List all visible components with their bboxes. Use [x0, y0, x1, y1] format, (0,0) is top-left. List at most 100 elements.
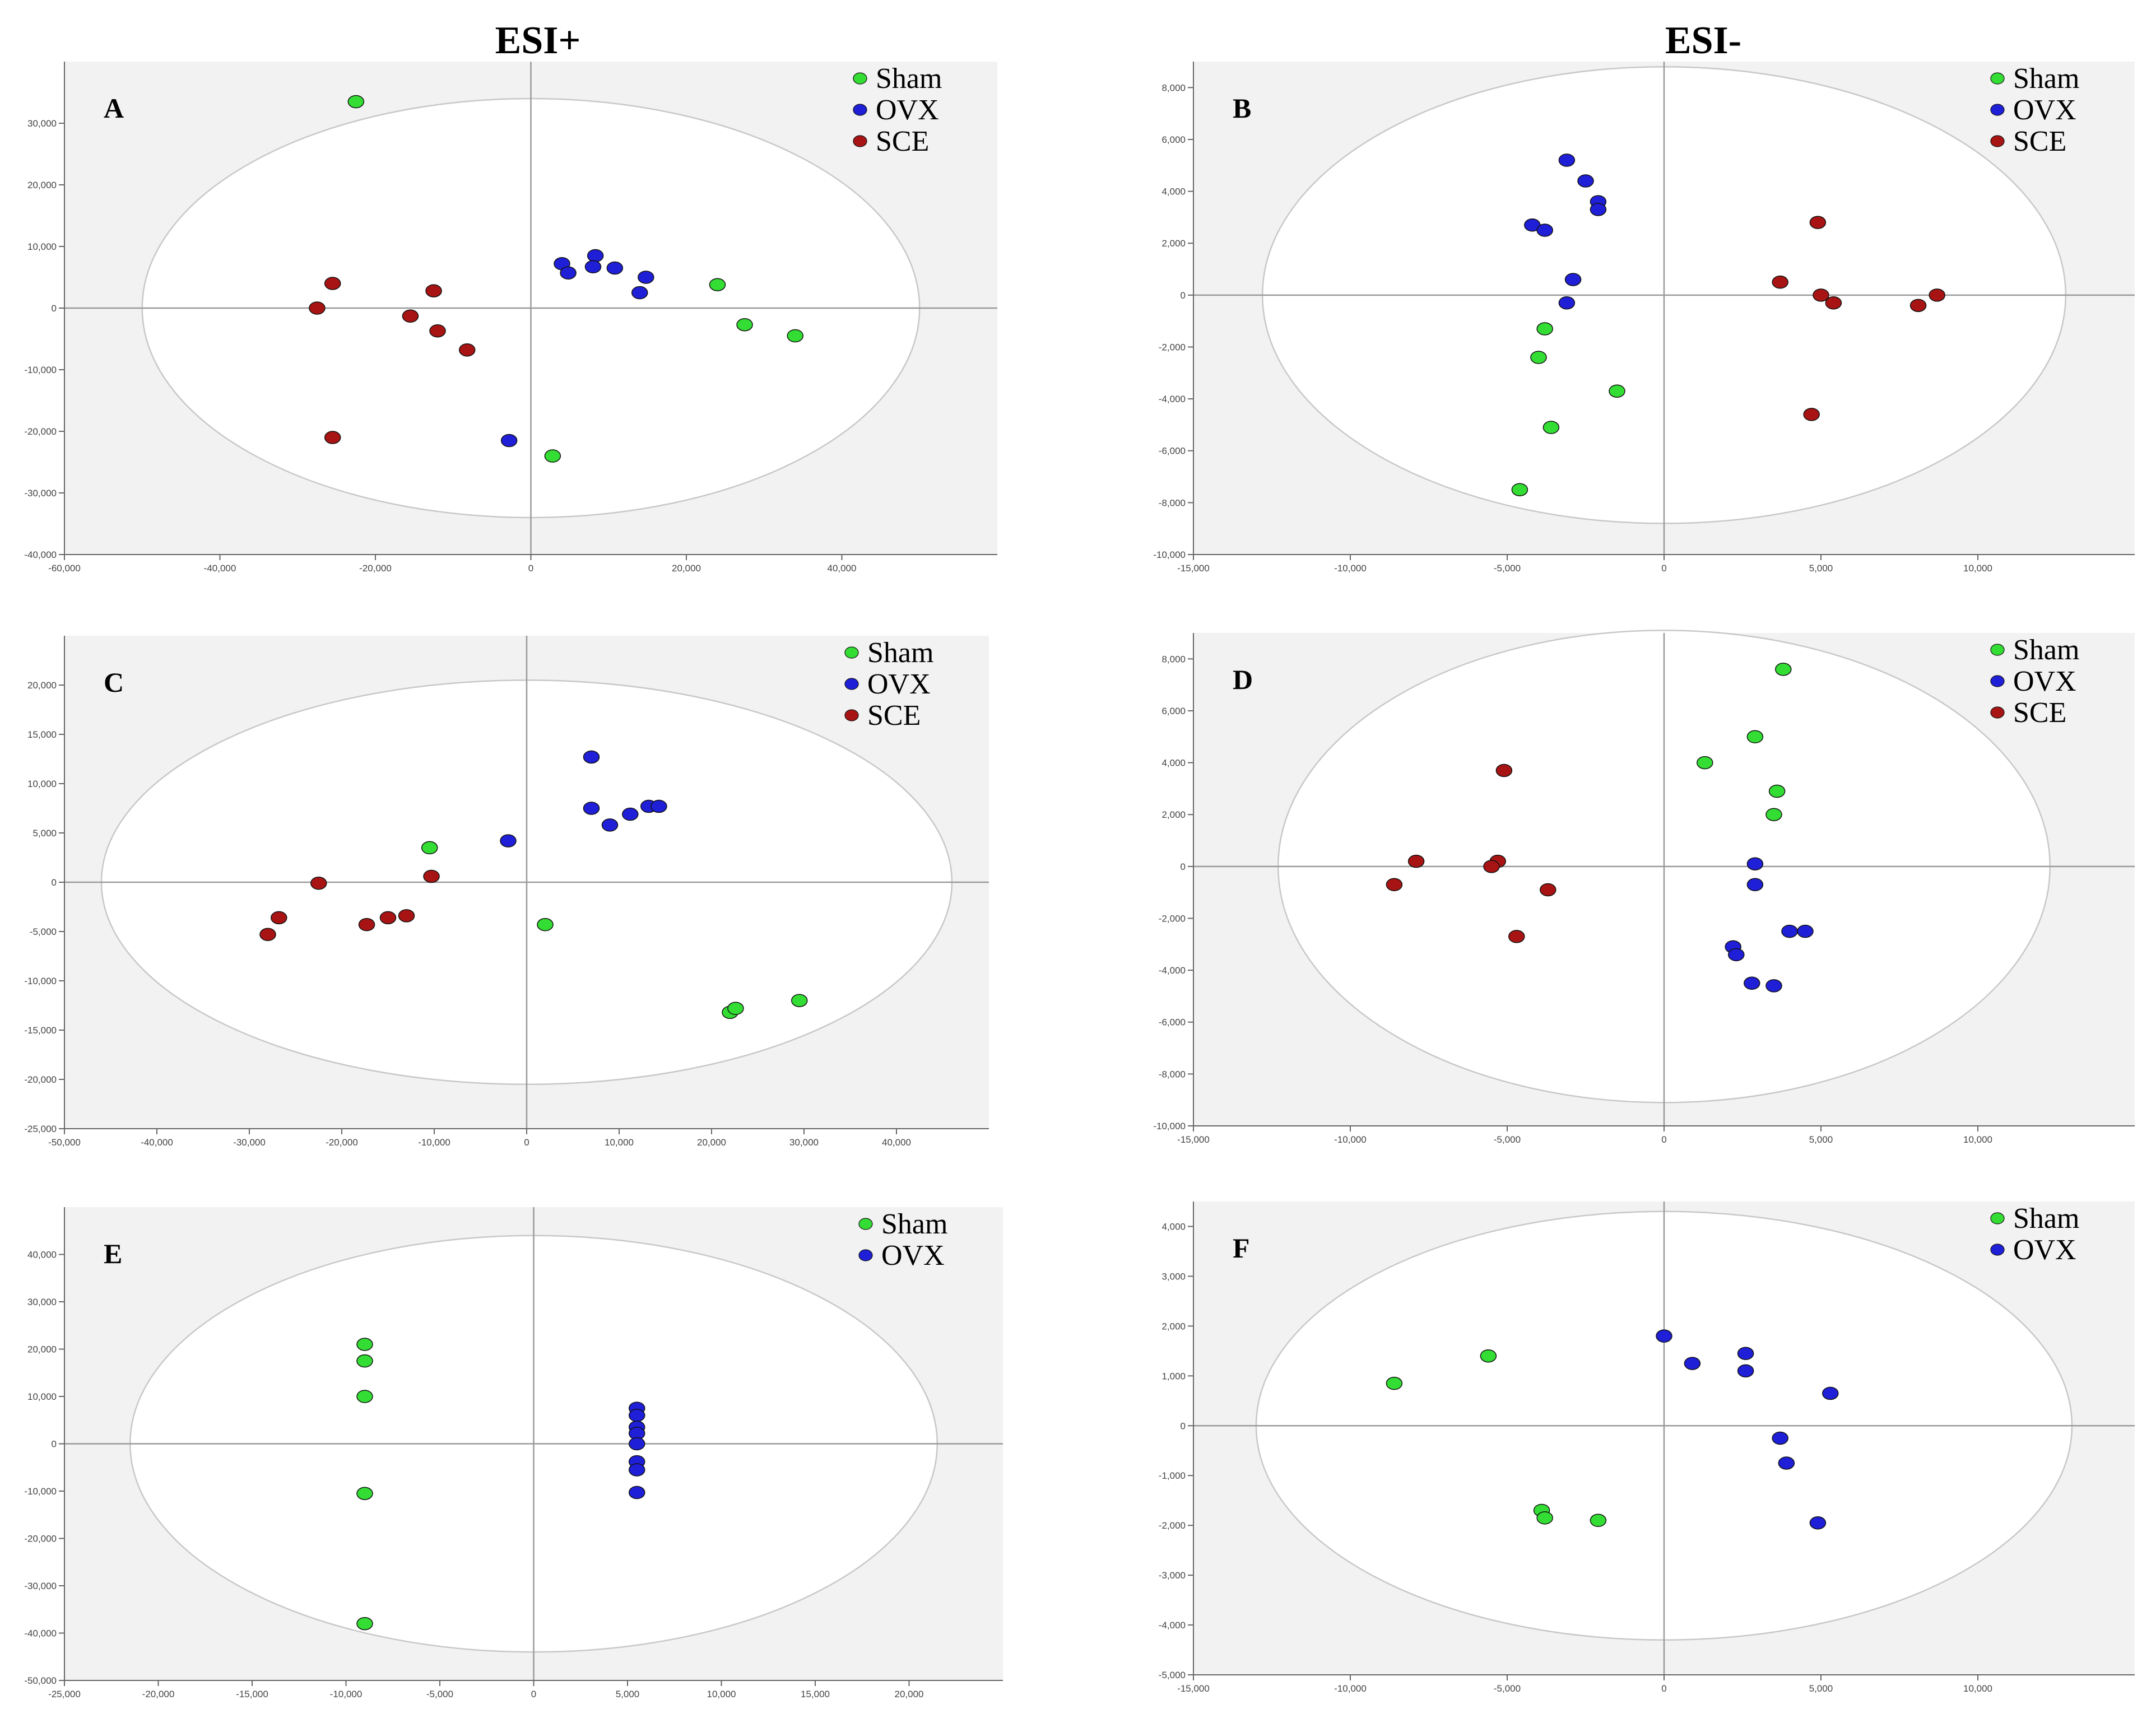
x-tick-label: 10,000	[1963, 563, 1992, 574]
legend-marker-sce	[853, 135, 867, 147]
data-point-ovx	[1737, 1347, 1754, 1361]
legend-label-sce: SCE	[876, 125, 929, 157]
y-tick-label: -6,000	[1159, 1017, 1186, 1028]
x-tick-label: 0	[528, 563, 533, 574]
legend-label-sce: SCE	[2013, 697, 2066, 729]
legend-marker-sce	[844, 709, 859, 721]
x-tick-label: 20,000	[895, 1689, 924, 1699]
legend-label-ovx: OVX	[881, 1240, 945, 1272]
panel-d: -15,000 -10,000 -5,000 0 5,000 10,000 -10,000 -…	[1153, 630, 2135, 1145]
data-point-ovx	[629, 1409, 645, 1422]
legend-marker-sham	[1990, 72, 2005, 85]
data-point-ovx	[631, 286, 648, 300]
data-point-sham	[1480, 1349, 1497, 1363]
data-point-sce	[1772, 275, 1788, 289]
legend-label-ovx: OVX	[2013, 1234, 2076, 1266]
y-tick-label: -10,000	[24, 976, 57, 986]
panel-letter: C	[104, 667, 124, 698]
x-tick-label: -15,000	[1177, 1134, 1210, 1145]
y-tick-label: 2,000	[1161, 809, 1186, 820]
data-point-ovx	[1746, 857, 1764, 870]
data-point-ovx	[1746, 878, 1764, 892]
x-tick-label: -15,000	[1177, 1683, 1210, 1694]
esi-positive-title: ESI+	[495, 19, 581, 62]
panel-c: -50,000 -40,000 -30,000 -20,000 -10,000 0 10,0…	[24, 636, 989, 1148]
data-point-ovx	[1577, 174, 1594, 188]
x-tick-label: -60,000	[48, 563, 81, 574]
legend-marker-sce	[1990, 706, 2005, 719]
x-tick-label: 15,000	[801, 1689, 830, 1699]
y-tick-label: 10,000	[27, 1391, 57, 1402]
y-tick-label: -30,000	[24, 488, 57, 499]
legend-marker-ovx	[1990, 675, 2005, 687]
data-point-sce	[1909, 299, 1927, 313]
data-point-sham	[727, 1002, 744, 1016]
y-tick-label: 6,000	[1161, 706, 1186, 716]
y-tick-label: 0	[1181, 1421, 1186, 1431]
y-tick-label: 30,000	[27, 118, 57, 129]
panel-letter: D	[1233, 664, 1253, 695]
legend-label-ovx: OVX	[2013, 665, 2076, 697]
x-tick-label: -10,000	[418, 1137, 450, 1148]
x-tick-label: 20,000	[672, 563, 701, 574]
data-point-sce	[1386, 878, 1403, 892]
y-tick-label: -15,000	[24, 1025, 57, 1036]
x-tick-label: 30,000	[789, 1137, 819, 1148]
y-tick-label: 4,000	[1161, 187, 1186, 197]
data-point-ovx	[622, 807, 639, 821]
y-tick-label: -5,000	[1159, 1670, 1186, 1680]
data-point-ovx	[629, 1437, 645, 1451]
x-tick-label: 0	[531, 1689, 536, 1699]
legend-marker-sham	[853, 72, 867, 85]
data-point-ovx	[1797, 924, 1814, 938]
data-point-sham	[544, 449, 561, 463]
data-point-sce	[1809, 216, 1827, 229]
y-tick-label: 20,000	[27, 680, 57, 691]
legend-label-sham: Sham	[2013, 634, 2079, 666]
legend-marker-sham	[1990, 1212, 2005, 1224]
legend-label-sham: Sham	[876, 63, 942, 95]
data-point-ovx	[601, 818, 619, 832]
data-point-ovx	[583, 750, 600, 764]
panel-b: -15,000 -10,000 -5,000 0 5,000 10,000 -10,000 -…	[1153, 62, 2135, 574]
data-point-sce	[1407, 854, 1425, 868]
data-point-sce	[1540, 883, 1556, 897]
data-point-sham	[356, 1487, 373, 1500]
x-tick-label: 0	[524, 1137, 529, 1148]
data-point-ovx	[1558, 296, 1576, 310]
data-point-sham	[1530, 351, 1547, 364]
x-tick-label: -50,000	[48, 1137, 81, 1148]
data-point-sham	[1590, 1514, 1607, 1528]
data-point-sham	[1765, 808, 1782, 821]
x-tick-label: 10,000	[1963, 1683, 1992, 1694]
data-point-ovx	[629, 1485, 645, 1500]
data-point-sham	[1768, 784, 1786, 798]
x-tick-label: -40,000	[204, 563, 236, 574]
x-tick-label: 5,000	[1809, 563, 1833, 574]
data-point-sce	[429, 324, 446, 338]
x-tick-label: -15,000	[1177, 563, 1210, 574]
y-tick-label: 3,000	[1161, 1271, 1186, 1282]
x-tick-label: -20,000	[326, 1137, 358, 1148]
legend-label-ovx: OVX	[2013, 94, 2076, 126]
x-tick-label: 0	[1661, 1134, 1666, 1145]
data-point-sce	[1929, 288, 1945, 302]
y-tick-label: 20,000	[27, 1344, 57, 1355]
x-tick-label: 0	[1661, 1683, 1666, 1694]
data-point-sham	[787, 329, 803, 343]
legend-marker-ovx	[858, 1249, 873, 1261]
y-tick-label: 8,000	[1161, 654, 1186, 664]
panel-a: -60,000 -40,000 -20,000 0 20,000 40,000 -40,00…	[24, 62, 997, 574]
x-tick-label: 10,000	[707, 1689, 736, 1699]
legend-label-sham: Sham	[867, 637, 933, 669]
legend-marker-ovx	[853, 104, 867, 116]
y-tick-label: -20,000	[24, 1074, 57, 1085]
y-tick-label: -50,000	[24, 1675, 57, 1686]
legend-label-ovx: OVX	[867, 668, 931, 700]
data-point-sham	[1536, 1511, 1553, 1525]
x-tick-label: 5,000	[1809, 1683, 1833, 1694]
panel-letter: F	[1233, 1232, 1250, 1264]
data-point-sce	[379, 911, 397, 925]
data-point-ovx	[1772, 1431, 1788, 1445]
